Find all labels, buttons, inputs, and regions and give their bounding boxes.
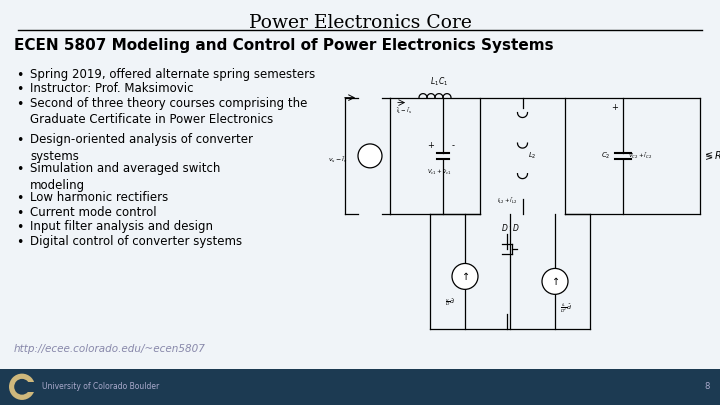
Text: $\uparrow$: $\uparrow$ xyxy=(460,271,470,282)
Text: •: • xyxy=(16,83,23,96)
Text: University of Colorado Boulder: University of Colorado Boulder xyxy=(42,382,159,391)
Text: $C_2$: $C_2$ xyxy=(601,151,611,161)
Text: $V_{C2} + \hat{i}_{C2}$: $V_{C2} + \hat{i}_{C2}$ xyxy=(628,151,652,161)
Text: Design-oriented analysis of converter
systems: Design-oriented analysis of converter sy… xyxy=(30,134,253,163)
Text: •: • xyxy=(16,134,23,147)
Bar xyxy=(22,382,37,392)
Text: •: • xyxy=(16,207,23,220)
Text: Instructor: Prof. Maksimovic: Instructor: Prof. Maksimovic xyxy=(30,82,194,95)
Text: $C_1$: $C_1$ xyxy=(438,75,448,87)
Text: Current mode control: Current mode control xyxy=(30,206,157,219)
Text: $V_{c1} + \hat{v}_{c1}$: $V_{c1} + \hat{v}_{c1}$ xyxy=(427,168,451,177)
Text: $\uparrow$: $\uparrow$ xyxy=(550,275,560,288)
Text: Digital control of converter systems: Digital control of converter systems xyxy=(30,234,242,247)
Text: $I_{L2} + \hat{i}_{L2}$: $I_{L2} + \hat{i}_{L2}$ xyxy=(498,196,518,206)
Text: $\frac{i_L}{D^2}\hat{d}$: $\frac{i_L}{D^2}\hat{d}$ xyxy=(560,301,572,315)
Text: •: • xyxy=(16,221,23,234)
Circle shape xyxy=(14,379,30,394)
Text: •: • xyxy=(16,69,23,82)
Text: $v_s - \hat{i}_s$: $v_s - \hat{i}_s$ xyxy=(328,155,348,165)
Text: Power Electronics Core: Power Electronics Core xyxy=(248,14,472,32)
Text: $L_1$: $L_1$ xyxy=(431,75,440,87)
Text: +: + xyxy=(427,141,434,150)
Text: •: • xyxy=(16,192,23,205)
Text: •: • xyxy=(16,163,23,176)
Text: $D : D$: $D : D$ xyxy=(500,222,519,233)
Circle shape xyxy=(452,264,478,289)
Text: $\hat{i}_L - \hat{i}_s$: $\hat{i}_L - \hat{i}_s$ xyxy=(396,106,412,116)
Text: Spring 2019, offered alternate spring semesters: Spring 2019, offered alternate spring se… xyxy=(30,68,315,81)
Text: Simulation and averaged switch
modeling: Simulation and averaged switch modeling xyxy=(30,162,220,192)
Text: Low harmonic rectifiers: Low harmonic rectifiers xyxy=(30,191,168,204)
Circle shape xyxy=(358,144,382,168)
Text: http://ecee.colorado.edu/~ecen5807: http://ecee.colorado.edu/~ecen5807 xyxy=(14,344,206,354)
Text: ECEN 5807 Modeling and Control of Power Electronics Systems: ECEN 5807 Modeling and Control of Power … xyxy=(14,38,554,53)
Circle shape xyxy=(542,269,568,294)
Text: Second of three theory courses comprising the
Graduate Certificate in Power Elec: Second of three theory courses comprisin… xyxy=(30,97,307,126)
Text: •: • xyxy=(16,236,23,249)
Text: +: + xyxy=(611,102,618,112)
Text: Input filter analysis and design: Input filter analysis and design xyxy=(30,220,213,233)
Circle shape xyxy=(9,373,35,400)
Text: $\lessgtr R$: $\lessgtr R$ xyxy=(703,149,720,162)
Text: $\frac{v}{D}\hat{d}$: $\frac{v}{D}\hat{d}$ xyxy=(445,296,455,308)
Text: $L_2$: $L_2$ xyxy=(528,151,536,161)
Text: •: • xyxy=(16,98,23,111)
Text: 8: 8 xyxy=(705,382,710,391)
Text: -: - xyxy=(452,141,455,150)
